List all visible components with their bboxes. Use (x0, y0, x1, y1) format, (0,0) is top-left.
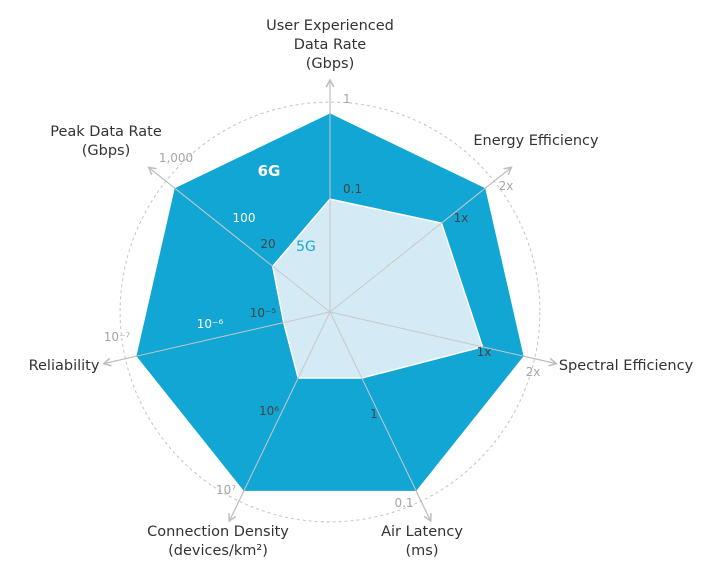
tick-5g-pdr: 20 (260, 237, 275, 251)
tick-5g-se: 1x (477, 345, 492, 359)
axis-arrow-ee (484, 166, 512, 190)
axis-arrow-pdr (148, 166, 176, 190)
axis-arrowhead-cd (228, 512, 237, 523)
axis-arrows (102, 78, 558, 523)
tick-5g-al: 1 (370, 407, 378, 421)
axis-arrowhead-se (548, 357, 558, 367)
axis-label-al-line-2: (ms) (406, 543, 439, 559)
tick-outer-pdr: 1,000 (159, 151, 193, 165)
tick-5g-rel: 10⁻⁵ (250, 306, 277, 320)
axis-label-pdr-line-1: Peak Data Rate (50, 124, 162, 140)
axis-label-cd-line-1: Connection Density (147, 524, 289, 540)
axis-spoke-rel (136, 311, 331, 357)
tick-6g-rel: 10⁻⁶ (197, 317, 224, 331)
series-5g-area (271, 198, 484, 379)
axis-arrowhead-al (423, 512, 432, 523)
tick-outer-se: 2x (526, 365, 541, 379)
chart-text: 1 0.1 2x 1x 2x 1x 0.1 1 10⁷ 10⁶ 10⁻⁷ 10⁻⁶ 10⁻⁵ 1,000 1… (29, 18, 694, 559)
tick-outer-al: 0.1 (394, 496, 413, 510)
tick-5g-uedr: 0.1 (343, 182, 362, 196)
tick-outer-uedr: 1 (343, 92, 351, 106)
axis-label-uedr-line-3: (Gbps) (306, 56, 355, 72)
tick-5g-ee: 1x (454, 211, 469, 225)
axis-label-rel: Reliability (29, 358, 100, 374)
tick-outer-cd: 10⁷ (216, 483, 236, 497)
tick-6g-pdr: 100 (233, 211, 256, 225)
axis-arrow-al (415, 490, 432, 522)
axis-label-uedr-line-2: Data Rate (294, 37, 367, 53)
axis-spoke-ee (329, 188, 486, 313)
axis-arrow-se (522, 355, 557, 365)
axis-label-pdr-line-2: (Gbps) (82, 143, 131, 159)
axis-spoke-se (329, 311, 524, 357)
axis-label-se: Spectral Efficiency (559, 358, 694, 374)
axis-label-uedr-line-1: User Experienced (266, 18, 394, 34)
axis-spoke-al (329, 311, 417, 491)
axis-spoke-cd (243, 311, 331, 491)
axis-arrowhead-pdr (147, 166, 157, 176)
tick-outer-rel: 10⁻⁷ (104, 330, 131, 344)
axis-arrow-cd (228, 490, 245, 522)
axis-arrowhead-ee (503, 166, 513, 176)
series-label-6g: 6G (258, 162, 281, 180)
axis-arrowhead-uedr (325, 78, 335, 88)
axis-label-ee: Energy Efficiency (473, 133, 599, 149)
tick-5g-cd: 10⁶ (259, 404, 279, 418)
axis-arrowhead-rel (102, 357, 112, 367)
series-label-5g: 5G (296, 239, 316, 255)
tick-outer-ee: 2x (499, 179, 514, 193)
axis-spoke-pdr (174, 188, 331, 313)
grid-circle-4 (119, 101, 541, 523)
axis-label-al-line-1: Air Latency (381, 524, 463, 540)
axis-spokes (136, 114, 524, 491)
axis-arrow-rel (103, 355, 138, 365)
axis-label-cd-line-2: (devices/km²) (168, 543, 268, 559)
